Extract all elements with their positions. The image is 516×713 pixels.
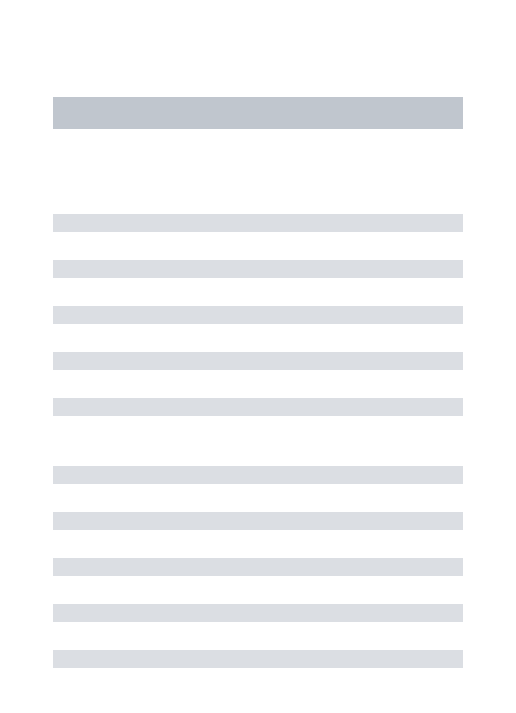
header-placeholder-bar [53,97,463,129]
content-placeholder-bar [53,306,463,324]
content-placeholder-bar [53,558,463,576]
content-placeholder-bar [53,398,463,416]
content-placeholder-bar [53,604,463,622]
content-placeholder-bar [53,512,463,530]
content-placeholder-bar [53,214,463,232]
content-placeholder-bar [53,466,463,484]
content-placeholder-bar [53,650,463,668]
content-placeholder-bar [53,352,463,370]
content-placeholder-bar [53,260,463,278]
